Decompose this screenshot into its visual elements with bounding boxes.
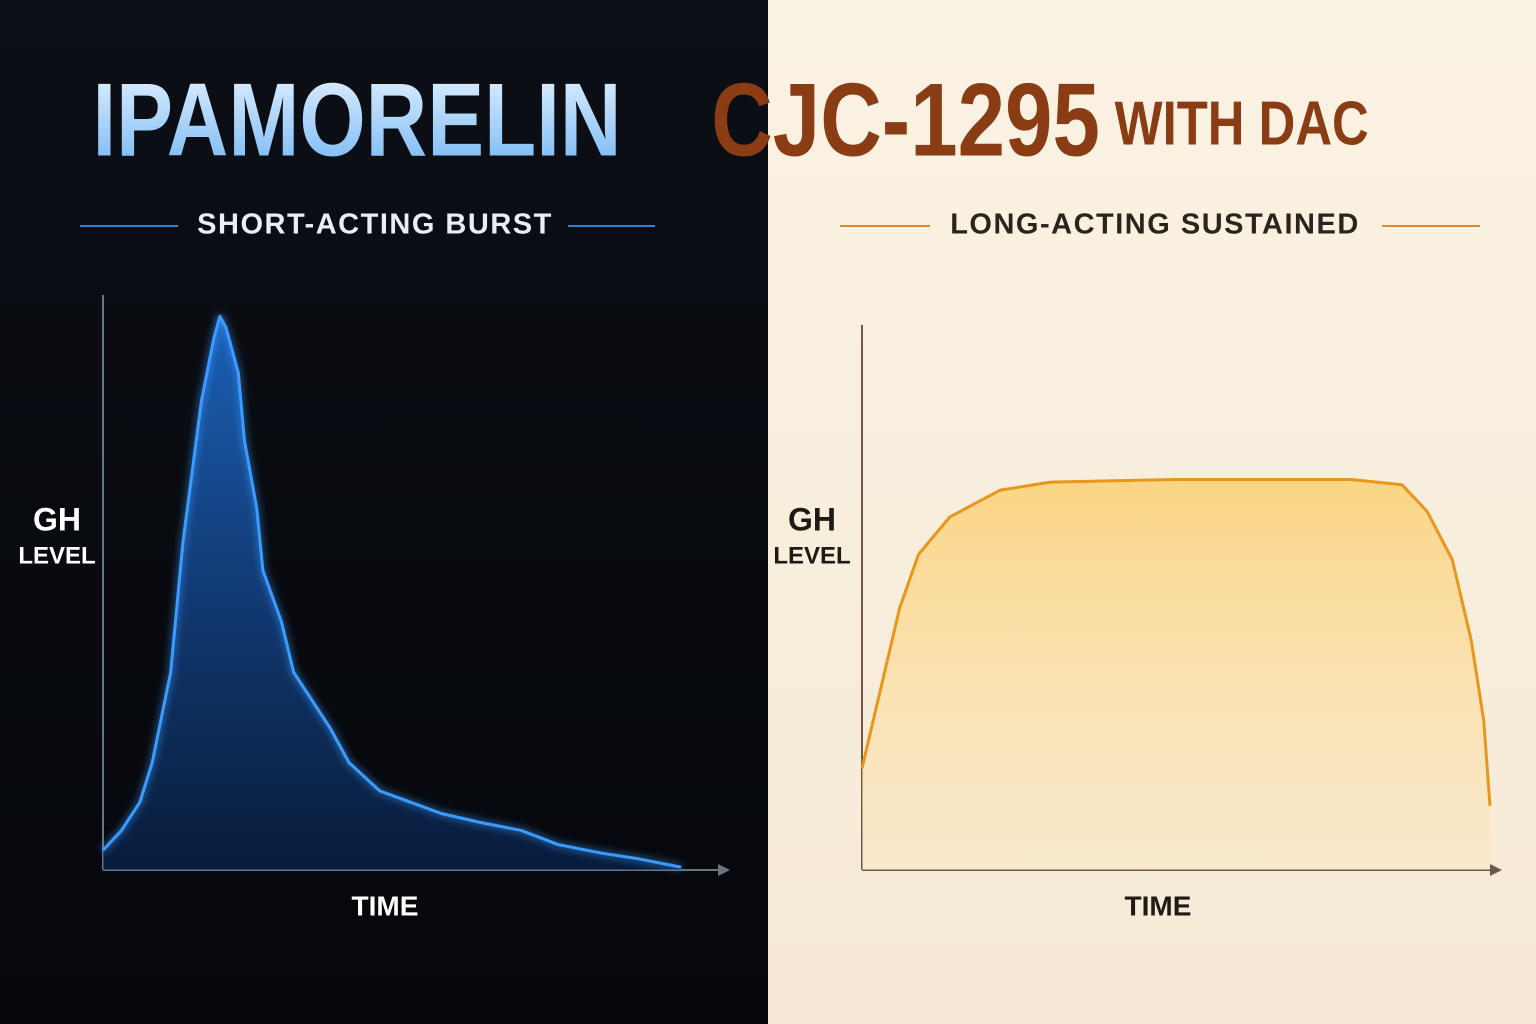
y-axis-label: GH	[788, 501, 836, 537]
y-axis-label-sub: LEVEL	[773, 542, 850, 569]
area-line	[860, 477, 1492, 806]
subtitle: LONG-ACTING SUSTAINED	[950, 209, 1360, 241]
area-fill	[103, 316, 682, 870]
area-fill	[862, 479, 1490, 870]
x-axis-label: TIME	[352, 890, 419, 921]
title-small: WITH DAC	[1115, 90, 1369, 159]
subtitle: SHORT-ACTING BURST	[197, 209, 553, 241]
y-axis-label-sub: LEVEL	[18, 542, 95, 569]
chart-title: CJC-1295 WITH DAC	[711, 63, 1369, 179]
chart-title: IPAMORELIN	[92, 63, 621, 179]
x-axis-label: TIME	[1125, 890, 1192, 921]
y-axis-label: GH	[33, 501, 81, 537]
title-main: CJC-1295	[711, 63, 1100, 179]
x-arrow	[1490, 864, 1502, 876]
area-line	[101, 314, 682, 869]
x-arrow	[718, 864, 730, 876]
title-main: IPAMORELIN	[92, 63, 621, 179]
